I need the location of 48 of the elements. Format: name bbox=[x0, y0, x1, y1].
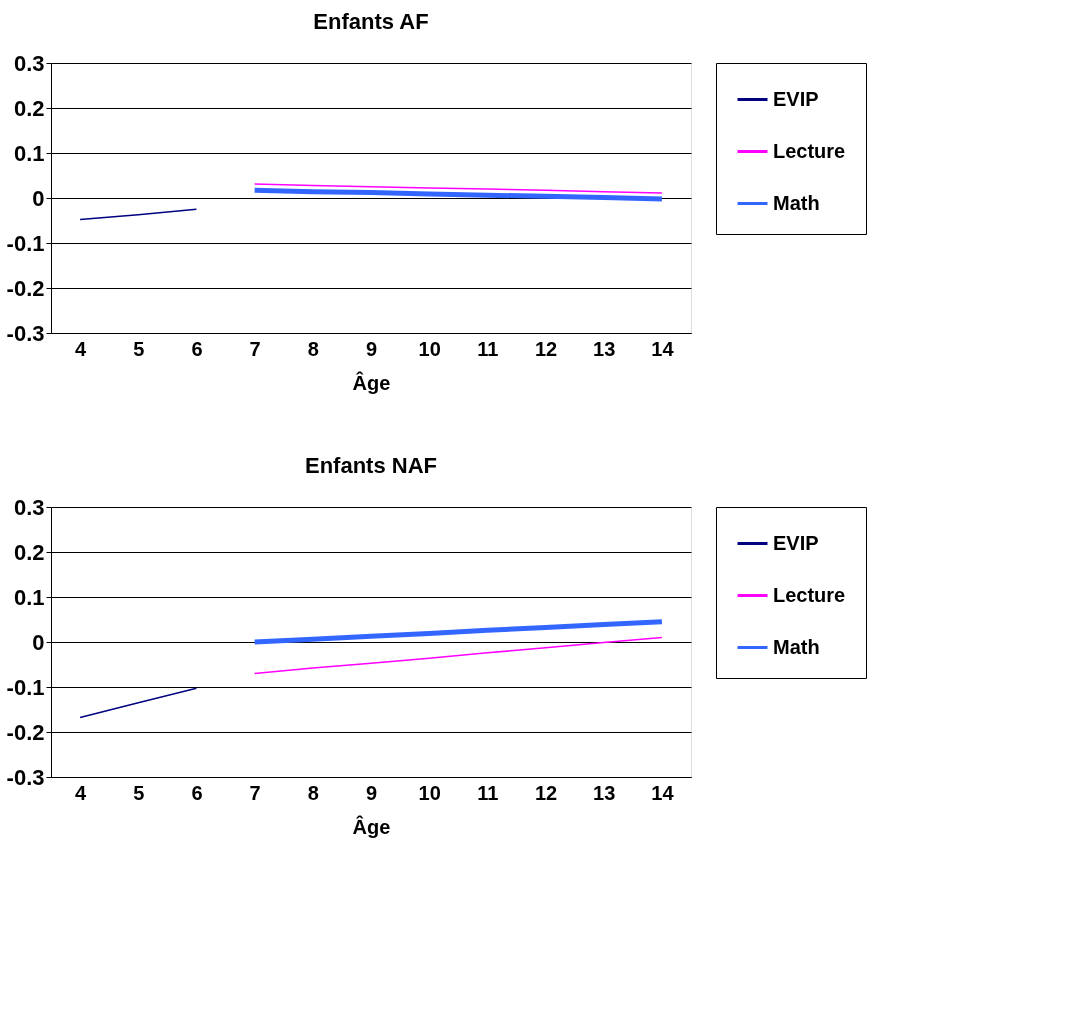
x-tick-label: 11 bbox=[477, 781, 499, 804]
chart-title: Enfants AF bbox=[313, 9, 429, 34]
x-tick-label: 9 bbox=[365, 781, 378, 804]
x-tick-label: 12 bbox=[534, 781, 558, 804]
legend-label: EVIP bbox=[773, 87, 819, 110]
y-tick-label: 0.2 bbox=[13, 539, 45, 565]
legend-label: Lecture bbox=[773, 583, 846, 606]
y-tick-label: 0.1 bbox=[13, 584, 45, 610]
x-tick-label: 7 bbox=[249, 337, 261, 360]
x-tick-label: 10 bbox=[418, 781, 441, 804]
x-tick-label: 9 bbox=[365, 337, 378, 360]
y-tick-label: 0 bbox=[32, 629, 45, 655]
x-tick-label: 13 bbox=[593, 781, 616, 804]
y-tick-label: -0.2 bbox=[6, 719, 45, 745]
chart-title: Enfants NAF bbox=[305, 453, 437, 478]
legend-label: Math bbox=[773, 191, 820, 214]
y-tick-label: 0.1 bbox=[13, 140, 45, 166]
x-axis-title: Âge bbox=[352, 370, 391, 394]
x-tick-label: 5 bbox=[133, 781, 145, 804]
x-tick-label: 4 bbox=[75, 781, 88, 804]
y-tick-label: -0.1 bbox=[6, 230, 45, 256]
x-tick-label: 12 bbox=[534, 337, 558, 360]
legend-label: Math bbox=[773, 635, 820, 658]
y-tick-label: 0.3 bbox=[13, 494, 45, 520]
line-series bbox=[253, 636, 663, 675]
x-tick-label: 5 bbox=[133, 337, 145, 360]
y-tick-label: 0 bbox=[32, 185, 45, 211]
x-tick-label: 4 bbox=[75, 337, 88, 360]
x-tick-label: 7 bbox=[249, 781, 261, 804]
legend-label: Lecture bbox=[773, 139, 846, 162]
x-tick-label: 6 bbox=[191, 781, 203, 804]
y-tick-label: -0.3 bbox=[6, 764, 45, 790]
x-tick-label: 14 bbox=[651, 337, 675, 360]
line-series bbox=[253, 183, 663, 194]
x-tick-label: 10 bbox=[418, 337, 441, 360]
y-tick-label: 0.2 bbox=[13, 95, 45, 121]
y-tick-label: 0.3 bbox=[13, 50, 45, 76]
y-tick-label: -0.2 bbox=[6, 275, 45, 301]
x-tick-label: 6 bbox=[191, 337, 203, 360]
legend-label: EVIP bbox=[773, 531, 819, 554]
x-tick-label: 8 bbox=[307, 781, 319, 804]
y-tick-label: -0.1 bbox=[6, 674, 45, 700]
x-tick-label: 14 bbox=[651, 781, 675, 804]
x-tick-label: 11 bbox=[477, 337, 499, 360]
x-tick-label: 8 bbox=[307, 337, 319, 360]
y-tick-label: -0.3 bbox=[6, 320, 45, 346]
x-tick-label: 13 bbox=[593, 337, 616, 360]
x-axis-title: Âge bbox=[352, 814, 391, 838]
